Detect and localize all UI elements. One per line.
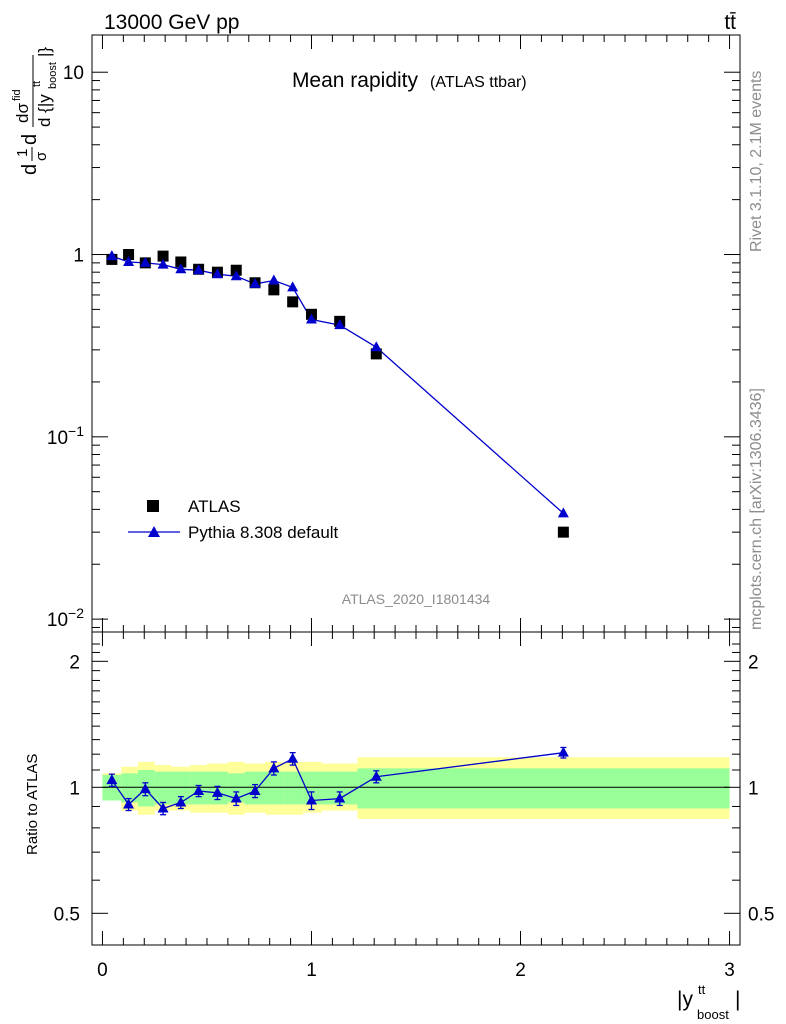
svg-text:|}: |} — [35, 47, 54, 57]
ratio-pythia-point — [287, 752, 299, 763]
legend: ATLAS Pythia 8.308 default — [128, 497, 339, 542]
ratio-y-tick-label: 0.5 — [54, 904, 80, 925]
pythia-point — [334, 319, 346, 330]
header-right: tt̄ — [724, 11, 736, 34]
atlas-point — [287, 296, 299, 308]
legend-marker-atlas — [147, 500, 159, 512]
pythia-point — [287, 281, 299, 292]
ratio-y-tick-label: 1 — [69, 778, 80, 799]
watermark: ATLAS_2020_I1801434 — [342, 591, 491, 607]
main-frame — [91, 34, 741, 633]
ratio-pythia-point — [230, 792, 242, 803]
atlas-point — [230, 264, 242, 276]
ratio-y-tick-label-right: 1 — [748, 778, 759, 799]
ratio-band-inner — [395, 768, 730, 809]
svg-text:d: d — [19, 134, 41, 145]
ratio-pythia-point — [305, 794, 317, 805]
ratio-pythia-point — [557, 746, 569, 757]
atlas-point — [123, 249, 135, 261]
svg-text:d {|y: d {|y — [35, 94, 54, 127]
ratio-pythia-point — [249, 784, 261, 795]
ratio-band-inner — [154, 771, 172, 805]
ratio-pythia-point — [106, 774, 118, 785]
pythia-point — [175, 263, 187, 274]
ratio-pythia-point — [211, 786, 223, 797]
ratio-band-inner — [121, 773, 138, 803]
main-y-tick-label: 10−1 — [47, 423, 84, 449]
pythia-point — [268, 274, 280, 285]
legend-marker-pythia — [148, 526, 160, 537]
ratio-pythia-point — [193, 784, 205, 795]
pythia-point — [305, 313, 317, 324]
plot-title: Mean rapidity — [292, 69, 419, 92]
ratio-pythia-point — [370, 770, 382, 781]
pythia-point — [211, 268, 223, 279]
svg-text:|y: |y — [677, 988, 693, 1011]
ratio-pythia-point — [123, 798, 135, 809]
ratio-band-inner — [227, 773, 245, 803]
main-y-tick-label: 1 — [73, 246, 84, 267]
main-y-tick-label: 10−2 — [47, 605, 84, 631]
main-y-axis-label: d 1 σ d dσ fid d {|y tt boost |} — [11, 47, 59, 175]
ratio-ticks: 0 1 2 3 2 2 1 1 0.5 0.5 — [54, 632, 774, 981]
svg-text:boost: boost — [47, 62, 59, 89]
svg-text:σ: σ — [33, 151, 50, 161]
plot-subtitle: (ATLAS ttbar) — [430, 74, 527, 91]
pythia-point — [230, 270, 242, 281]
pythia-point — [249, 277, 261, 288]
svg-text:1: 1 — [14, 149, 31, 157]
atlas-point — [268, 284, 280, 296]
ratio-y-tick-label-right: 0.5 — [748, 904, 774, 925]
ratio-plot-area — [106, 746, 569, 816]
main-ticks: 10 1 10−1 10−2 — [47, 35, 740, 632]
pythia-point — [123, 255, 135, 266]
ratio-y-tick-label: 2 — [69, 652, 80, 673]
ratio-band-inner — [171, 771, 191, 805]
pythia-line — [111, 255, 564, 514]
main-plot-area — [106, 249, 569, 538]
x-tick-label: 0 — [97, 960, 108, 981]
pythia-point — [193, 264, 205, 275]
pythia-point — [106, 250, 118, 261]
ratio-pythia-point — [157, 802, 169, 813]
ratio-y-axis-label: Ratio to ATLAS — [24, 754, 41, 855]
main-y-tick-label: 10 — [63, 63, 84, 84]
ratio-panel: 0 1 2 3 2 2 1 1 0.5 0.5 Ratio to ATLAS |y tt boos… — [24, 631, 774, 1022]
ratio-band-inner — [265, 771, 285, 805]
svg-text:boost: boost — [697, 1007, 729, 1022]
ratio-pythia-point — [139, 783, 151, 794]
svg-text:d: d — [19, 164, 41, 175]
ratio-uncertainty-bands — [102, 757, 730, 820]
legend-label-pythia: Pythia 8.308 default — [188, 523, 339, 542]
svg-text:tt: tt — [698, 982, 706, 997]
x-tick-label: 2 — [515, 960, 526, 981]
x-axis-label: |y tt boost | — [677, 982, 740, 1022]
ratio-y-tick-label-right: 2 — [748, 652, 759, 673]
ratio-pythia-point — [175, 796, 187, 807]
atlas-point — [370, 348, 382, 360]
pythia-point — [157, 258, 169, 269]
atlas-point — [175, 256, 187, 268]
atlas-point — [157, 250, 169, 262]
x-tick-label: 3 — [724, 960, 735, 981]
rivet-label: Rivet 3.1.10, 2.1M events — [748, 71, 765, 252]
ratio-pythia-point — [334, 792, 346, 803]
svg-text:|: | — [735, 988, 740, 1011]
pythia-point — [370, 341, 382, 352]
ratio-band-inner — [284, 771, 304, 805]
header-left: 13000 GeV pp — [104, 11, 239, 34]
pythia-point — [557, 507, 569, 518]
x-tick-label: 1 — [306, 960, 317, 981]
svg-text:dσ: dσ — [13, 103, 32, 123]
legend-label-atlas: ATLAS — [188, 497, 241, 516]
svg-text:fid: fid — [11, 89, 23, 101]
pythia-point — [139, 256, 151, 267]
atlas-point — [557, 526, 569, 538]
mcplots-label: mcplots.cern.ch [arXiv:1306.3436] — [748, 388, 765, 630]
ratio-pythia-point — [268, 762, 280, 773]
svg-text:tt: tt — [31, 81, 43, 87]
ratio-band-inner — [303, 771, 322, 805]
